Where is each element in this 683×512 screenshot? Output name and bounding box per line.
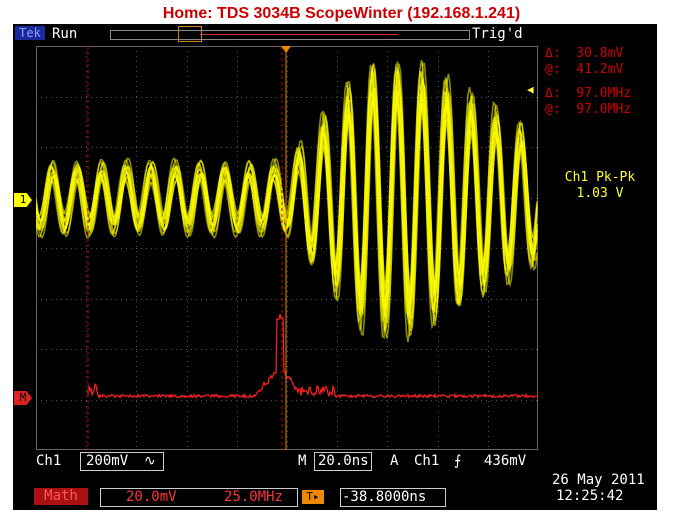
cursor-volt-delta: Δ: 30.8mV bbox=[545, 46, 623, 61]
window-title: Home: TDS 3034B ScopeWinter (192.168.1.2… bbox=[0, 4, 683, 24]
cursor-volt-at: @: 41.2mV bbox=[545, 62, 623, 77]
timebase-value: 20.0ns bbox=[318, 453, 369, 469]
measurement-value: 1.03 V bbox=[548, 186, 652, 201]
cursor-level-arrow-icon: ◀ bbox=[527, 84, 534, 96]
run-state-indicator[interactable]: Run bbox=[52, 26, 77, 42]
trigger-position-icon: T▸ bbox=[302, 490, 324, 504]
ch1-scale: 200mV bbox=[86, 453, 128, 469]
trigger-mode: A bbox=[390, 453, 398, 469]
math-vertical-scale: 20.0mV bbox=[126, 489, 177, 505]
trigger-position-value: -38.8000ns bbox=[342, 489, 426, 505]
time-display: 12:25:42 bbox=[556, 488, 623, 504]
record-view-window[interactable] bbox=[178, 26, 202, 42]
timebase-label: M bbox=[298, 453, 306, 469]
math-fft-waveform bbox=[88, 314, 538, 398]
date-display: 26 May 2011 bbox=[552, 472, 645, 488]
cursor-freq-at: @: 97.0MHz bbox=[545, 102, 631, 117]
math-channel-label[interactable]: Math bbox=[34, 488, 88, 505]
math-horizontal-scale: 25.0MHz bbox=[224, 489, 283, 505]
waveform-graticule bbox=[36, 46, 538, 450]
trigger-level[interactable]: 436mV bbox=[484, 453, 526, 469]
brand-logo: Tek bbox=[15, 26, 45, 40]
record-overview-bar bbox=[110, 30, 470, 40]
ch1-label: Ch1 bbox=[36, 453, 61, 469]
math-fft-trace bbox=[88, 314, 538, 398]
cursor-freq-delta: Δ: 97.0MHz bbox=[545, 86, 631, 101]
record-overview-waveform bbox=[200, 34, 398, 35]
trigger-position-marker[interactable] bbox=[281, 46, 291, 53]
trigger-source: Ch1 bbox=[414, 453, 439, 469]
trigger-status: Trig'd bbox=[472, 26, 523, 42]
ch1-coupling-icon: ∿ bbox=[144, 453, 156, 469]
trigger-slope-icon: ⨍ bbox=[454, 453, 461, 469]
measurement-label: Ch1 Pk-Pk bbox=[548, 170, 652, 185]
